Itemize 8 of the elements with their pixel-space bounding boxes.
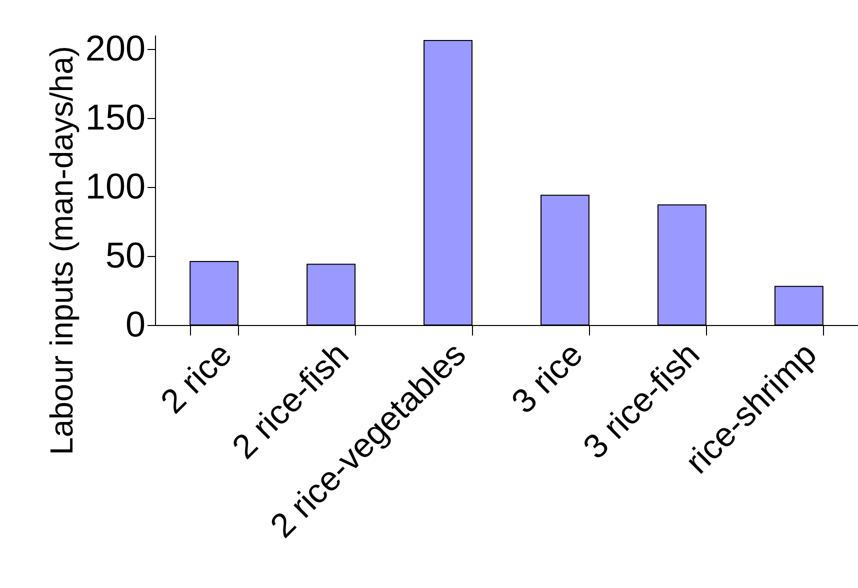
y-tick-label: 0 — [125, 304, 146, 344]
y-tick-label: 200 — [85, 27, 146, 68]
x-tick-label: 2 rice — [154, 335, 240, 422]
y-tick-label: 50 — [105, 234, 146, 276]
y-tick-label: 100 — [85, 165, 146, 206]
x-tick-label: 3 rice — [504, 335, 590, 422]
y-axis-title: Labour inputs (man-days/ha) — [43, 46, 80, 456]
y-tick-label: 150 — [85, 96, 146, 138]
